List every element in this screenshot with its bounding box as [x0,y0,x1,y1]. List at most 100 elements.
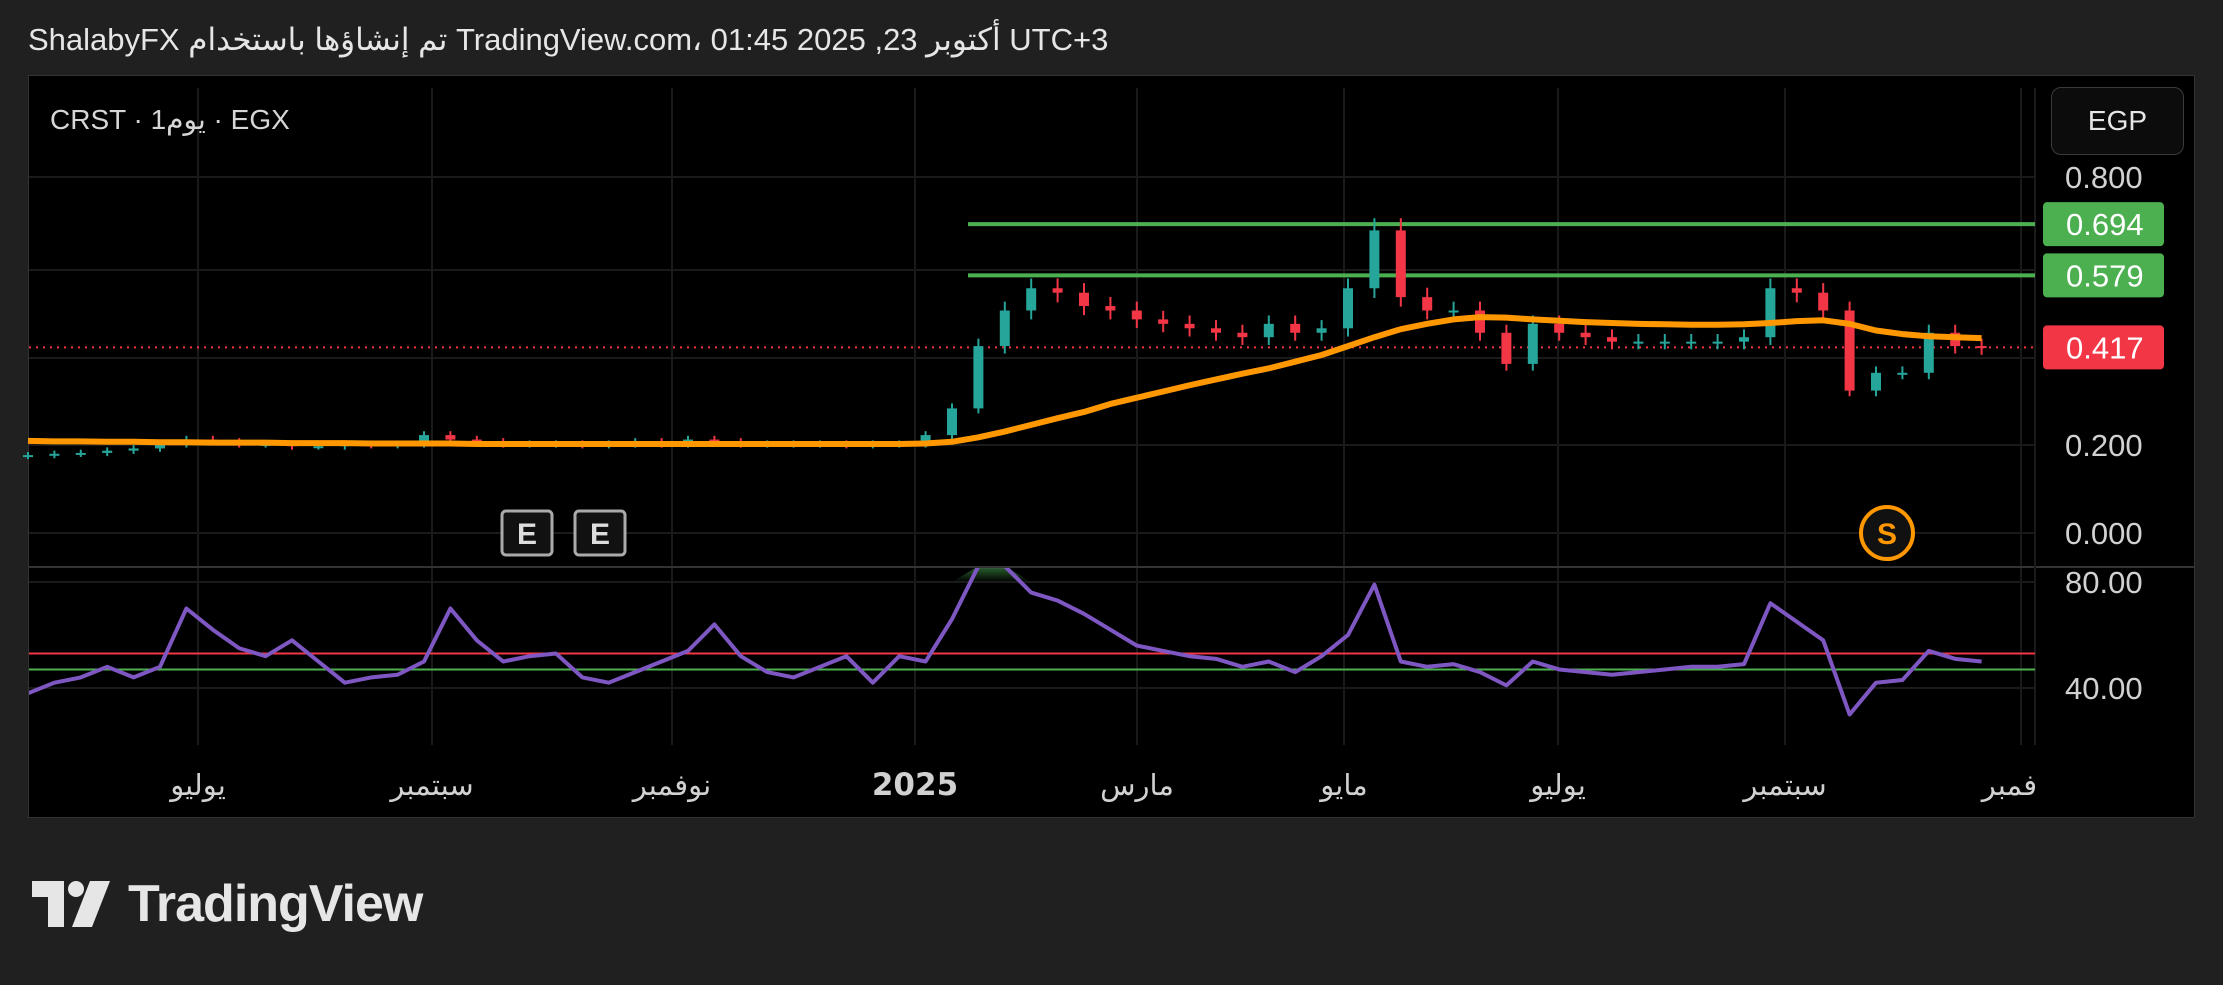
candle [1844,301,1855,397]
candle-body [1158,319,1169,324]
candle [23,452,33,459]
candle-body [973,346,984,409]
rsi-axis-label: 80.00 [2065,565,2143,600]
candle-body [1923,332,1934,373]
candle [1052,278,1063,303]
candle-body [1395,230,1406,298]
rsi-line [29,568,1982,717]
tradingview-logo[interactable]: TradingView [32,874,423,934]
candle-body [1871,372,1881,391]
candle [1475,301,1485,341]
candle-body [128,448,139,451]
candle-body [1316,328,1327,333]
price-label-text: 0.417 [2066,330,2144,365]
price-label-text: 0.694 [2066,207,2144,242]
price-label-badge [2043,202,2164,247]
candle-body [1791,288,1802,293]
candle-body [1237,332,1248,338]
candle [1395,218,1406,307]
candle-body [23,455,33,458]
candle [1343,278,1353,337]
candle [1633,333,1644,350]
candle [1290,315,1301,341]
candle [75,449,86,457]
earnings-marker[interactable]: E [500,509,554,557]
candle-body [1897,372,1908,375]
candle-body [1105,306,1116,311]
candle-body [920,435,931,444]
candle-body [445,435,456,440]
candle [947,403,957,440]
candle [1184,315,1195,337]
candle-body [1475,310,1485,333]
time-axis-label: نوفمبر [631,768,711,802]
currency-button[interactable]: EGP [2051,87,2184,155]
candle [999,301,1010,354]
candle-body [1765,288,1776,338]
candle [1765,278,1776,346]
earnings-marker-box [573,509,627,557]
symbol-legend[interactable]: CRST · 1يوم · EGX [50,104,290,135]
candle [1158,310,1169,333]
rsi-overbought-fill [29,568,1982,582]
candle-body [1211,328,1221,333]
candle [1580,324,1591,346]
candle-body [102,450,113,453]
event-marker-label: E [590,518,610,551]
price-label-badge [2043,325,2164,370]
candle-body [419,435,429,444]
candle-body [1131,310,1142,320]
candle-body [1580,332,1591,338]
candle-body [1554,323,1565,333]
candle-body [155,444,165,449]
candle [1237,324,1248,346]
candle-body [49,453,60,456]
candle [1369,218,1380,299]
candle [1712,333,1723,350]
candle [1527,315,1538,371]
candle [973,338,984,414]
candle [1923,324,1934,380]
candle-body [1686,341,1697,344]
candle-body [313,446,324,449]
candle [1659,333,1670,350]
candle-body [1026,288,1037,311]
time-axis-label: سبتمبر [1741,768,1826,802]
time-axis-label: مارس [1100,768,1174,802]
candle-body [1712,341,1723,344]
candle-body [75,452,86,455]
candle [1897,366,1908,380]
price-label-badge [2043,253,2164,298]
candle-body [1501,332,1512,364]
candle-body [1422,297,1433,311]
candle-body [1633,341,1644,344]
candle-body [1607,337,1617,342]
candle [1211,320,1221,341]
candle [1976,338,1987,355]
candle [1791,278,1802,303]
candle-body [1263,323,1274,338]
candle-body [1079,292,1089,307]
candle-body [1343,288,1353,329]
candle-body [1448,310,1459,313]
split-marker[interactable]: S [1859,505,1915,561]
time-axis-label: مايو [1318,768,1367,802]
split-marker-circle [1859,505,1915,561]
candle-body [1844,310,1855,391]
candle [1501,324,1512,371]
candle [1871,366,1881,397]
event-marker-label: S [1877,518,1897,551]
candle-body [1976,346,1987,349]
candle [1422,287,1433,320]
candle [1316,320,1327,341]
price-axis-label: 0.800 [2065,160,2143,195]
candle-body [947,408,957,436]
candle [1607,329,1617,350]
candle-body [1052,288,1063,293]
candle [1131,301,1142,328]
candle-body [1369,230,1380,289]
price-axis-label: 0.200 [2065,428,2143,463]
earnings-marker[interactable]: E [573,509,627,557]
time-axis-label: يوليو [168,768,226,802]
